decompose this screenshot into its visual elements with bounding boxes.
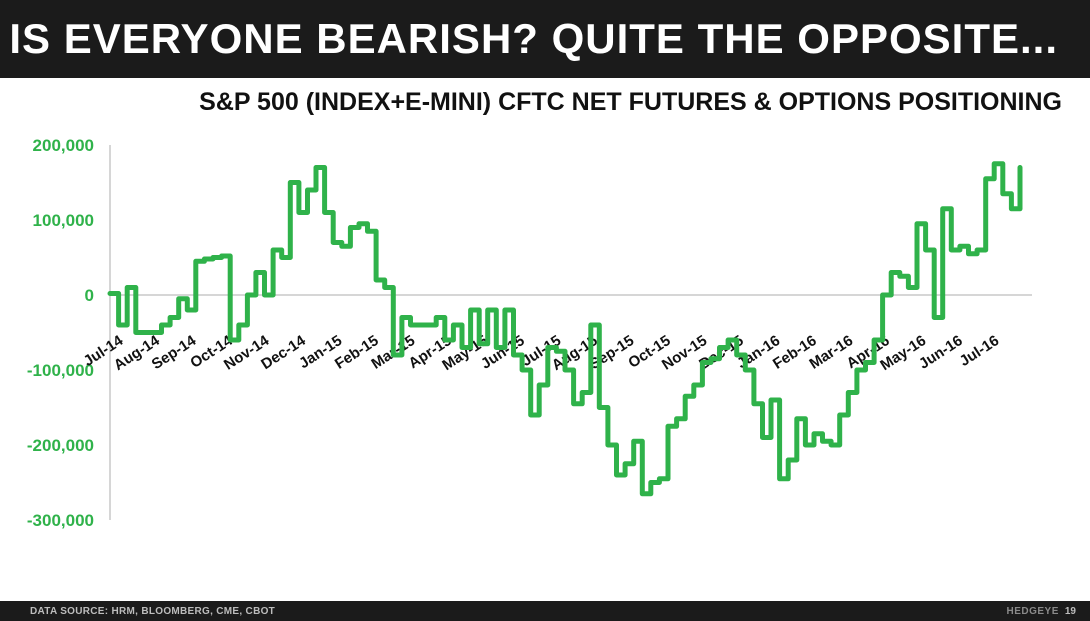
series-line-group: [107, 161, 1023, 497]
axes: [109, 145, 1032, 520]
y-tick-label: 200,000: [33, 136, 94, 155]
header-bar: IS EVERYONE BEARISH? QUITE THE OPPOSITE.…: [0, 0, 1090, 78]
chart-title: S&P 500 (INDEX+E-MINI) CFTC NET FUTURES …: [199, 88, 1062, 116]
footer-right: HEDGEYE 19: [1006, 606, 1076, 617]
y-axis-ticks: 200,000 100,000 0 -100,000 -200,000 -300,000: [27, 136, 94, 530]
series-line: [107, 161, 1023, 497]
x-tick-label: Jul-16: [957, 332, 1003, 370]
line-chart: 200,000100,0000-100,000-200,000-300,000 …: [27, 136, 1032, 530]
y-tick-label: 0: [85, 286, 94, 305]
brand-logo-text: HEDGEYE: [1006, 605, 1059, 617]
footer-bar: DATA SOURCE: HRM, BLOOMBERG, CME, CBOT H…: [0, 601, 1090, 621]
y-tick-label: 100,000: [33, 211, 94, 230]
y-tick-label: -300,000: [27, 511, 94, 530]
y-tick-label: -100,000: [27, 361, 94, 380]
page-number: 19: [1064, 605, 1076, 617]
y-tick-label: -200,000: [27, 436, 94, 455]
header-title: IS EVERYONE BEARISH? QUITE THE OPPOSITE.…: [9, 15, 1058, 62]
data-source: DATA SOURCE: HRM, BLOOMBERG, CME, CBOT: [30, 605, 276, 617]
